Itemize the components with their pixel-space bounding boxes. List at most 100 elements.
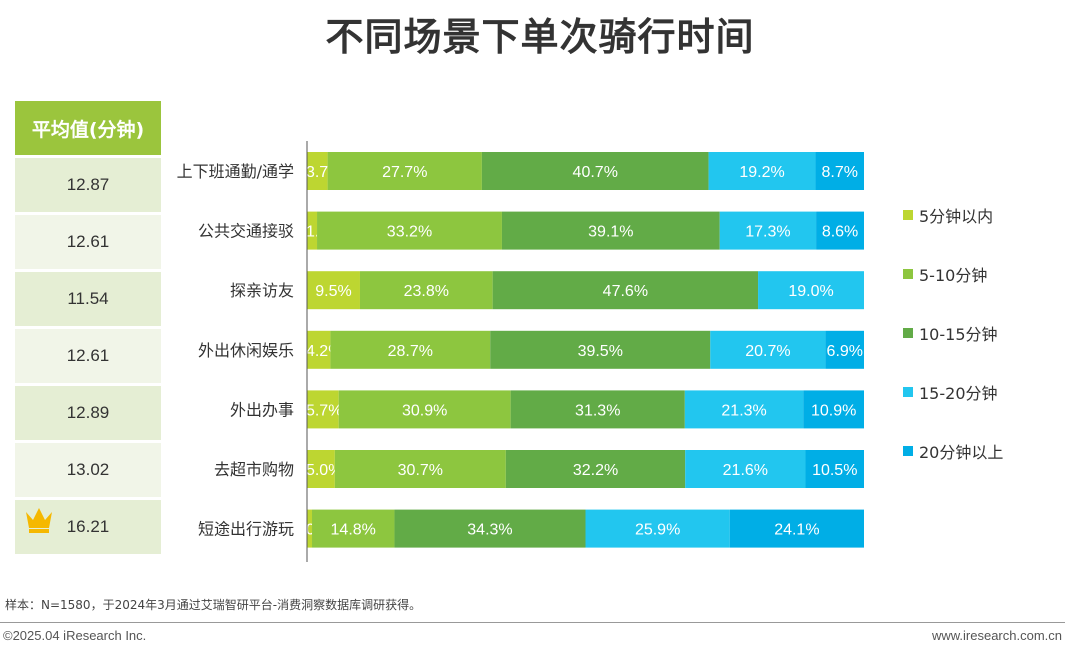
data-label: 27.7% [382,164,427,181]
average-value: 12.89 [15,386,161,440]
bar-segment [816,211,864,250]
data-label: 6.9% [827,343,863,360]
bar-segment [330,330,491,369]
legend-item: 10-15分钟 [903,318,1003,348]
average-value: 12.87 [15,158,161,212]
average-value: 11.54 [15,272,161,326]
data-label: 30.7% [398,462,443,479]
chart-title: 不同场景下单次骑行时间 [325,15,755,59]
data-label: 39.1% [588,224,633,241]
bar-segment [327,152,482,190]
bar-segment [307,509,313,548]
data-label: 19.2% [739,164,784,181]
data-label: 40.7% [573,164,618,181]
bar-segment [338,390,511,429]
bar-segment [510,390,685,429]
bar-segment [729,509,864,548]
legend-item: 5-10分钟 [903,259,1003,289]
legend-swatch [903,387,913,397]
legend-swatch [903,328,913,338]
legend-swatch [903,446,913,456]
legend-item: 5分钟以内 [903,200,1003,230]
bar-segment [805,450,864,488]
bar-segment [501,211,720,250]
copyright-text: ©2025.04 iResearch Inc. [3,628,147,643]
average-value: 13.02 [15,443,161,497]
stacked-bar-chart: 上下班通勤/通学3.7%27.7%40.7%19.2%8.7%公共交通接驳1.8… [177,141,864,562]
category-label: 探亲访友 [230,281,294,300]
data-label: 28.7% [388,343,433,360]
data-label: 21.6% [723,462,768,479]
data-label: 10.9% [811,402,856,419]
legend-label: 5分钟以内 [919,207,994,226]
footer-divider [0,622,1065,623]
bar-segment [684,390,804,429]
bar-segment [312,509,395,548]
legend-swatch [903,210,913,220]
legend-label: 10-15分钟 [919,325,998,344]
source-note: 样本：N=1580，于2024年3月通过艾瑞智研平台-消费洞察数据库调研获得。 [5,598,422,612]
average-header: 平均值(分钟) [15,101,161,155]
bar-segment [481,152,709,190]
legend-label: 15-20分钟 [919,384,998,403]
data-label: 8.6% [822,224,858,241]
data-label: 30.9% [402,402,447,419]
data-label: 14.8% [331,522,376,539]
bar-segment [758,271,864,310]
bar-segment [334,450,506,488]
data-label: 32.2% [573,462,618,479]
bar-segment [719,211,817,250]
bar-segment [317,211,502,250]
data-label: 21.3% [721,402,766,419]
bar-segment [307,450,335,488]
data-label: 19.0% [788,283,833,300]
average-value: 12.61 [15,329,161,383]
data-label: 47.6% [603,283,648,300]
legend-item: 20分钟以上 [903,436,1003,466]
data-label: 39.5% [578,343,623,360]
data-label: 9.5% [315,283,351,300]
legend-label: 20分钟以上 [919,443,1004,462]
data-label: 20.7% [745,343,790,360]
bar-segment [505,450,686,488]
category-label: 外出休闲娱乐 [198,341,294,360]
bar-segment [803,390,864,429]
bar-segment [307,271,360,310]
bar-segment [685,450,806,488]
bar-segment [307,152,328,190]
average-value: 16.21 [15,500,161,554]
legend-label: 5-10分钟 [919,266,988,285]
bar-segment [815,152,864,190]
category-label: 上下班通勤/通学 [177,162,294,181]
bar-segment [708,152,816,190]
bar-segment [492,271,759,310]
category-label: 短途出行游玩 [198,520,294,539]
bar-segment [307,390,339,429]
bar-segment [490,330,711,369]
legend-swatch [903,269,913,279]
data-label: 10.5% [812,462,857,479]
average-panel: 平均值(分钟) 12.87 12.61 11.54 12.61 12.89 13… [15,101,161,554]
data-label: 5.7% [306,402,342,419]
bar-segment [359,271,493,310]
data-label: 31.3% [575,402,620,419]
bar-segment [307,330,331,369]
data-label: 8.7% [822,164,858,181]
bar-segment [394,509,586,548]
legend: 5分钟以内 5-10分钟 10-15分钟 15-20分钟 20分钟以上 [903,200,1003,495]
average-value: 12.61 [15,215,161,269]
data-label: 25.9% [635,522,680,539]
website-link[interactable]: www.iresearch.com.cn [931,628,1062,643]
bar-segment [307,211,318,250]
bar-segment [585,509,730,548]
legend-item: 15-20分钟 [903,377,1003,407]
bar-segment [825,330,864,369]
crown-icon [26,508,52,533]
data-label: 23.8% [404,283,449,300]
category-label: 公共交通接驳 [198,222,294,241]
category-label: 外出办事 [230,400,294,419]
bar-segment [710,330,826,369]
data-label: 17.3% [745,224,790,241]
category-label: 去超市购物 [214,460,294,479]
data-label: 34.3% [467,522,512,539]
